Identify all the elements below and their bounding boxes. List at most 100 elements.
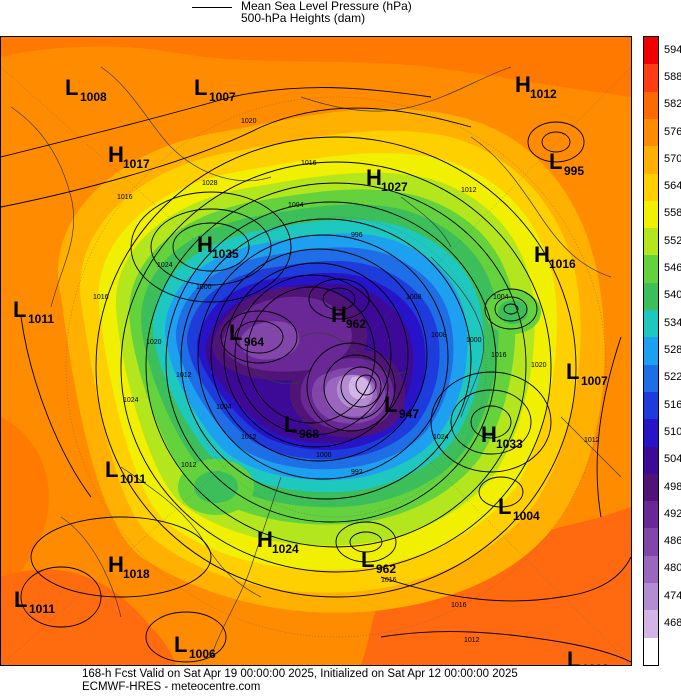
colorbar-label: 540 xyxy=(664,289,681,302)
colorbar-label: 546 xyxy=(664,262,681,275)
colorbar-label: 588 xyxy=(664,70,681,83)
high-pressure-center: H xyxy=(257,527,273,552)
forecast-valid-text: 168-h Fcst Valid on Sat Apr 19 00:00:00 … xyxy=(82,668,518,680)
low-pressure-center: L xyxy=(14,587,27,612)
pressure-center-value: 947 xyxy=(399,407,419,421)
colorbar-cell xyxy=(644,337,658,366)
height-field-588-southwest xyxy=(1,569,176,665)
high-pressure-center: H xyxy=(534,242,550,267)
colorbar-cell xyxy=(644,501,658,529)
pressure-center-value: 968 xyxy=(299,427,319,441)
colorbar-label: 534 xyxy=(664,316,681,329)
colorbar-label: 504 xyxy=(664,453,681,466)
high-pressure-center: H xyxy=(331,302,347,327)
colorbar-cell xyxy=(644,228,658,256)
colorbar-cell xyxy=(644,555,658,584)
isobar-label: 1016 xyxy=(451,602,467,609)
isobar-label: 1012 xyxy=(464,637,480,644)
low-pressure-center: L xyxy=(13,297,26,322)
pressure-center-value: 962 xyxy=(376,562,396,576)
pressure-center-value: 1017 xyxy=(123,157,150,171)
height-field-540-atlantic xyxy=(498,300,528,324)
height-field-540-kamchatka xyxy=(194,471,238,503)
height-field-582-west xyxy=(1,417,49,597)
colorbar-label: 522 xyxy=(664,371,681,384)
isobar-label: 1016 xyxy=(381,577,397,584)
colorbar-cell xyxy=(644,473,658,502)
high-pressure-center: H xyxy=(197,232,213,257)
isobar-label: 1004 xyxy=(288,202,304,209)
low-pressure-center: L xyxy=(498,494,511,519)
isobar-label: 996 xyxy=(351,232,363,239)
isobar-label: 1016 xyxy=(117,194,133,201)
map-legend: Mean Sea Level Pressure (hPa) 500-hPa He… xyxy=(0,0,681,36)
height-field-468 xyxy=(348,376,371,400)
isobar-label: 1000 xyxy=(316,452,332,459)
low-pressure-center: L xyxy=(65,75,78,100)
pressure-center-value: 1012 xyxy=(530,87,557,101)
pressure-center-value: 1033 xyxy=(496,437,523,451)
colorbar-cell xyxy=(644,282,658,311)
pressure-center-value: 1008 xyxy=(582,662,609,665)
isobar-label: 1016 xyxy=(491,352,507,359)
legend-heights-label: 500-hPa Heights (dam) xyxy=(241,11,366,25)
low-pressure-center: L xyxy=(105,457,118,482)
colorbar-label: 570 xyxy=(664,152,681,165)
colorbar-cell xyxy=(644,419,658,448)
graticule xyxy=(1,66,631,665)
colorbar-cell xyxy=(644,637,658,666)
pressure-center-value: 1008 xyxy=(80,90,107,104)
pressure-center-value: 1035 xyxy=(212,247,239,261)
low-pressure-center: L xyxy=(384,392,397,417)
colorbar-label: 468 xyxy=(664,617,681,630)
colorbar-label: 564 xyxy=(664,180,681,193)
pressure-center-value: 1024 xyxy=(272,542,299,556)
colorbar-label: 510 xyxy=(664,425,681,438)
isobar-label: 1012 xyxy=(241,434,257,441)
legend-mslp-label: Mean Sea Level Pressure (hPa) xyxy=(241,0,412,13)
pressure-center-value: 1007 xyxy=(209,90,236,104)
isobar-label: 1012 xyxy=(584,437,600,444)
colorbar-label: 528 xyxy=(664,344,681,356)
colorbar-cell xyxy=(644,528,658,557)
colorbar-label: 576 xyxy=(664,125,681,138)
pressure-center-value: 1004 xyxy=(513,509,540,523)
pressure-center-value: 1016 xyxy=(549,257,576,271)
colorbar-label: 594 xyxy=(664,43,681,56)
colorbar-label: 516 xyxy=(664,398,681,411)
isobar-label: 1000 xyxy=(466,337,482,344)
isobar-legend-line xyxy=(192,7,232,8)
colorbar-label: 498 xyxy=(664,480,681,493)
isobar-label: 1016 xyxy=(93,294,109,301)
colorbar-cell xyxy=(644,146,658,174)
pressure-center-value: 1006 xyxy=(189,647,216,661)
colorbar-cell xyxy=(644,37,658,65)
colorbar-cell xyxy=(644,446,658,475)
isobar-label: 1020 xyxy=(241,118,257,125)
isobar-label: 1016 xyxy=(301,160,317,167)
weather-map: 1020 1016 1028 1016 1012 1004 996 1024 1016 1000 1… xyxy=(0,36,632,666)
colorbar-label: 552 xyxy=(664,234,681,247)
colorbar-cell xyxy=(644,91,658,120)
isobar-label: 1024 xyxy=(157,262,173,269)
coastlines xyxy=(10,66,622,658)
colorbar-label: 492 xyxy=(664,507,681,520)
model-source-text: ECMWF-HRES - meteocentre.com xyxy=(82,681,261,693)
low-pressure-center: L xyxy=(174,632,187,657)
height-field-486-west xyxy=(240,321,300,360)
colorbar-label: 474 xyxy=(664,589,681,602)
colorbar-cell xyxy=(644,391,658,420)
isobar-label: 1012 xyxy=(176,372,192,379)
high-pressure-center: H xyxy=(108,142,124,167)
high-pressure-center: H xyxy=(366,165,382,190)
pressure-center-value: 1011 xyxy=(120,472,146,486)
colorbar-label: 486 xyxy=(664,535,681,548)
pressure-center-value: 1011 xyxy=(28,312,54,326)
colorbar-cell xyxy=(644,64,658,93)
low-pressure-center: L xyxy=(229,320,242,345)
isobar-label: 1024 xyxy=(123,397,139,404)
high-pressure-center: H xyxy=(108,552,124,577)
colorbar-cell xyxy=(644,610,658,639)
isobar-label: 1004 xyxy=(216,404,232,411)
